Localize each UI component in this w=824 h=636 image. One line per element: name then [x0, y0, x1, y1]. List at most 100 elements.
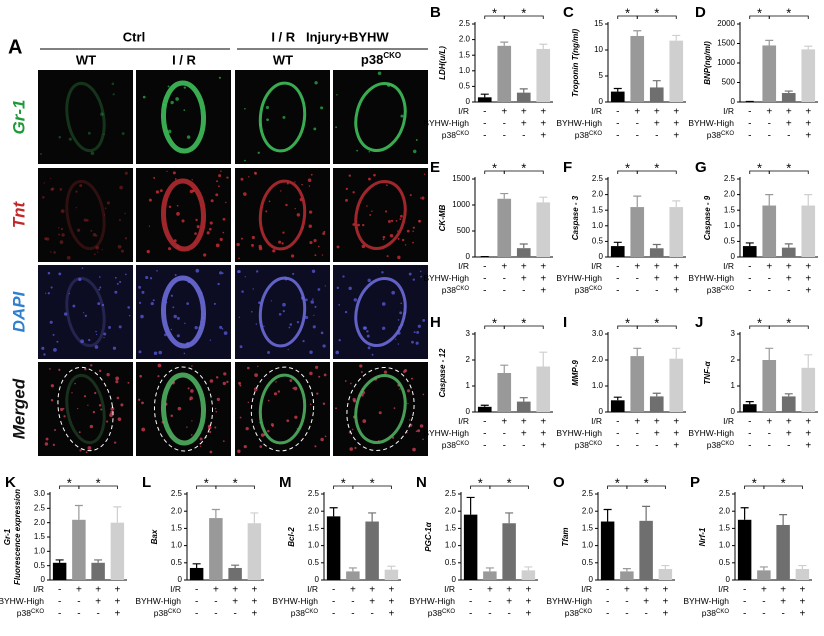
condition-name: p38	[291, 608, 305, 618]
condition-sign: +	[673, 417, 679, 428]
micrograph-speck	[258, 246, 263, 251]
y-tick-label: 0.5	[719, 558, 731, 567]
micrograph-speck	[53, 251, 56, 254]
condition-sign: -	[748, 274, 751, 285]
condition-sign: +	[114, 609, 120, 620]
significance-bracket	[352, 485, 392, 489]
condition-name: p38	[707, 285, 721, 295]
y-tick-label: 1.5	[445, 524, 457, 533]
condition-name: I/R	[444, 584, 455, 594]
condition-sign: +	[805, 441, 811, 452]
condition-name: p38	[442, 285, 456, 295]
y-tick-label: 1000	[452, 200, 470, 209]
condition-sign: -	[787, 131, 790, 142]
micrograph-speck	[101, 248, 103, 251]
condition-sign: +	[786, 107, 792, 118]
condition-sign: +	[521, 119, 527, 130]
significance-label: *	[786, 5, 791, 20]
micrograph-speck	[71, 392, 73, 394]
micrograph	[38, 265, 133, 359]
micrograph-speck	[196, 225, 200, 229]
vessel	[354, 277, 407, 347]
micrograph-speck	[94, 391, 97, 395]
condition-name: p38	[17, 608, 31, 618]
bar	[737, 519, 752, 580]
micrograph-speck	[412, 241, 414, 244]
condition-sign: +	[506, 597, 512, 608]
significance-label: *	[781, 475, 786, 490]
region-outline	[153, 366, 214, 452]
micrograph-speck	[89, 424, 94, 429]
micrograph-speck	[119, 185, 123, 190]
y-axis-label: BNP(ng/ml)	[703, 41, 712, 85]
micrograph-speck	[371, 353, 374, 356]
y-tick-label: 0	[315, 575, 320, 584]
significance-label: *	[67, 475, 72, 490]
bar	[365, 521, 379, 580]
micrograph-speck	[186, 135, 191, 139]
micrograph-speck	[191, 365, 193, 367]
condition-label: p38CKO	[575, 440, 603, 450]
error-bar	[672, 347, 681, 359]
micrograph-speck	[63, 312, 68, 316]
condition-sign: +	[654, 107, 660, 118]
error-bar	[798, 564, 807, 569]
micrograph-speck	[60, 407, 64, 412]
micrograph-speck	[152, 299, 155, 302]
micrograph-speck	[50, 188, 54, 191]
micrograph-speck	[307, 178, 312, 183]
error-bar	[765, 39, 774, 46]
micrograph-speck	[390, 219, 394, 223]
condition-name: p38	[575, 440, 589, 450]
micrograph-speck	[373, 173, 376, 177]
micrograph-speck	[216, 397, 220, 402]
bar	[516, 401, 531, 412]
micrograph-speck	[183, 352, 186, 355]
condition-sign: +	[805, 107, 811, 118]
error-bar	[804, 194, 813, 206]
condition-sign: +	[501, 417, 507, 428]
row-label: DAPI	[9, 290, 28, 332]
condition-name: I/R	[723, 416, 734, 426]
micrograph-speck	[43, 353, 46, 356]
micrograph-speck	[265, 210, 268, 213]
micrograph-speck	[312, 298, 314, 300]
condition-sign: -	[332, 597, 335, 608]
significance-label: *	[492, 5, 497, 20]
micrograph-speck	[77, 407, 79, 410]
micrograph-speck	[294, 181, 296, 183]
micrograph-speck	[77, 228, 81, 232]
condition-label: p38CKO	[575, 130, 603, 140]
condition-sup: CKO	[716, 609, 729, 615]
condition-name: I/R	[458, 106, 469, 116]
significance-label: *	[625, 315, 630, 330]
condition-sign: -	[616, 262, 619, 273]
micrograph-speck	[97, 251, 99, 253]
y-axis-label: CK-MB	[438, 204, 447, 231]
condition-sign: -	[233, 609, 236, 620]
micrograph-speck	[244, 159, 246, 162]
micrograph-speck	[54, 429, 57, 432]
micrograph	[235, 168, 330, 262]
bar	[497, 373, 512, 412]
micrograph-speck	[141, 401, 144, 405]
y-tick-label: 2.5	[719, 489, 731, 498]
column-header: WT	[76, 52, 96, 67]
micrograph-speck	[104, 207, 107, 210]
bar	[669, 358, 684, 412]
bar	[801, 49, 816, 102]
significance-bracket	[626, 485, 666, 489]
micrograph-speck	[389, 234, 394, 238]
bar	[502, 523, 516, 580]
significance-label: *	[521, 160, 526, 175]
micrograph-speck	[59, 188, 63, 191]
condition-label: p38CKO	[702, 608, 730, 618]
micrograph-speck	[316, 392, 319, 395]
micrograph-speck	[415, 139, 418, 141]
micrograph-speck	[250, 310, 253, 313]
y-tick-label: 1.0	[171, 541, 183, 550]
error-bar	[652, 80, 661, 88]
micrograph-speck	[384, 210, 388, 213]
error-bar	[804, 45, 813, 50]
error-bar	[500, 192, 509, 199]
